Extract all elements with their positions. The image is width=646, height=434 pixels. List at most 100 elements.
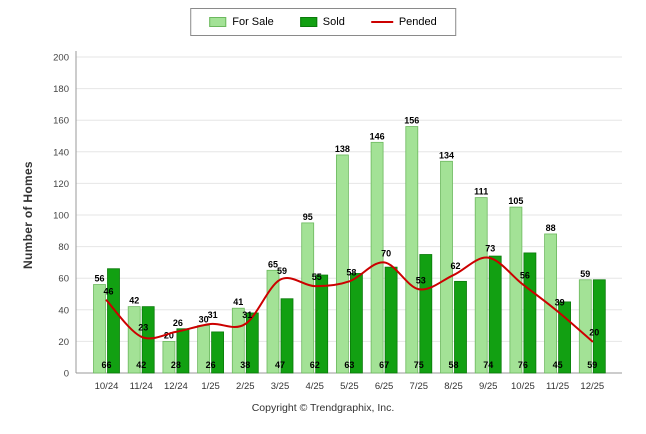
legend-label-for-sale: For Sale — [232, 16, 274, 28]
bar-sold — [315, 274, 329, 374]
bar-sold — [245, 312, 259, 374]
pended-value-label: 46 — [103, 286, 113, 296]
x-tick-label: 10/25 — [511, 381, 535, 392]
bar-sold — [488, 255, 502, 374]
for-sale-value-labels: 56 42 20 30 41 65 95 138 146 156 134 111 105 88 59 — [94, 116, 590, 341]
pended-value-label: 26 — [173, 318, 183, 328]
pended-value-label: 20 — [589, 327, 599, 337]
x-tick-label: 4/25 — [305, 381, 324, 392]
legend-label-pended: Pended — [398, 16, 437, 28]
y-tick-label: 200 — [53, 53, 69, 64]
y-axis-tick-labels: 0 20 40 60 80 100 120 140 160 180 200 — [53, 53, 69, 380]
sold-value-label: 75 — [414, 360, 424, 370]
for-sale-value-label: 105 — [508, 196, 523, 206]
sold-value-label: 62 — [310, 360, 320, 370]
pended-value-labels: 46 23 26 31 31 59 55 58 70 53 62 73 56 39 20 — [103, 244, 599, 338]
x-axis-tick-labels: 10/24 11/24 12/24 1/25 2/25 3/25 4/25 5/25 6/25 7… — [95, 381, 605, 392]
pended-value-label: 31 — [208, 310, 218, 320]
x-tick-label: 1/25 — [201, 381, 220, 392]
bar-for-sale — [127, 306, 141, 374]
sold-value-label: 76 — [518, 360, 528, 370]
bar-sold — [592, 279, 606, 374]
for-sale-value-label: 65 — [268, 259, 278, 269]
sold-value-label: 74 — [483, 360, 493, 370]
x-tick-label: 9/25 — [479, 381, 498, 392]
bar-sold — [107, 268, 120, 374]
y-tick-label: 120 — [53, 179, 69, 190]
pended-value-label: 56 — [520, 271, 530, 281]
sold-value-label: 45 — [553, 360, 563, 370]
for-sale-value-label: 146 — [370, 131, 385, 141]
bar-sold — [211, 331, 225, 374]
x-tick-label: 3/25 — [271, 381, 290, 392]
pended-value-label: 59 — [277, 266, 287, 276]
pended-value-label: 70 — [381, 248, 391, 258]
x-tick-label: 2/25 — [236, 381, 255, 392]
sold-value-label: 59 — [587, 360, 597, 370]
bar-for-sale — [93, 284, 106, 374]
pended-value-label: 39 — [555, 297, 565, 307]
y-tick-label: 0 — [64, 369, 69, 380]
bar-sold — [454, 280, 467, 374]
y-tick-label: 20 — [58, 337, 69, 348]
x-tick-label: 10/24 — [95, 381, 119, 392]
sold-value-label: 42 — [136, 360, 146, 370]
for-sale-value-label: 111 — [474, 187, 488, 197]
pended-value-label: 58 — [346, 267, 356, 277]
bar-sold — [384, 266, 398, 374]
y-axis-title: Number of Homes — [21, 161, 35, 269]
copyright-text: Copyright © Trendgraphix, Inc. — [251, 402, 395, 414]
bar-sold — [280, 298, 294, 374]
for-sale-value-label: 156 — [404, 116, 419, 126]
for-sale-value-label: 138 — [335, 144, 350, 154]
bar-for-sale — [335, 154, 349, 374]
pended-line — [105, 256, 594, 343]
bar-for-sale — [440, 160, 453, 374]
x-tick-label: 5/25 — [340, 381, 359, 392]
sold-value-label: 63 — [344, 360, 354, 370]
for-sale-value-label: 42 — [129, 296, 139, 306]
sold-value-label: 58 — [448, 360, 458, 370]
y-tick-label: 40 — [58, 305, 69, 316]
sold-value-label: 67 — [379, 360, 389, 370]
sold-value-label: 38 — [240, 360, 250, 370]
for-sale-value-label: 88 — [546, 223, 556, 233]
for-sale-value-label: 41 — [233, 297, 243, 307]
for-sale-swatch — [209, 17, 227, 27]
bar-for-sale — [474, 197, 488, 374]
x-tick-label: 7/25 — [410, 381, 429, 392]
x-tick-label: 12/24 — [164, 381, 188, 392]
bar-sold — [419, 254, 433, 374]
for-sale-value-label: 59 — [580, 269, 590, 279]
x-tick-label: 11/24 — [130, 381, 153, 392]
for-sale-value-label: 20 — [164, 330, 174, 340]
pended-value-label: 73 — [485, 244, 495, 254]
bar-sold — [349, 273, 363, 374]
bars — [93, 126, 606, 374]
bar-for-sale — [370, 141, 384, 374]
legend-item-pended: Pended — [370, 16, 437, 28]
pended-value-label: 31 — [242, 310, 252, 320]
sold-value-label: 47 — [275, 360, 285, 370]
sold-value-label: 66 — [101, 360, 111, 370]
sold-value-label: 26 — [206, 360, 216, 370]
y-tick-label: 60 — [58, 274, 69, 285]
x-tick-label: 11/25 — [546, 381, 569, 392]
pended-value-label: 62 — [450, 261, 460, 271]
for-sale-value-label: 95 — [303, 212, 313, 222]
bar-for-sale — [405, 126, 419, 374]
x-tick-label: 12/25 — [580, 381, 604, 392]
bar-for-sale — [231, 307, 245, 374]
for-sale-value-label: 134 — [439, 150, 454, 160]
legend-item-sold: Sold — [299, 16, 345, 28]
bar-for-sale — [162, 340, 176, 374]
pended-line-swatch — [370, 21, 393, 23]
bar-for-sale — [544, 233, 557, 374]
gridlines — [76, 56, 622, 342]
bar-for-sale — [509, 206, 523, 374]
for-sale-value-label: 56 — [94, 274, 104, 284]
for-sale-value-label: 30 — [199, 315, 209, 325]
bar-sold — [523, 252, 537, 374]
